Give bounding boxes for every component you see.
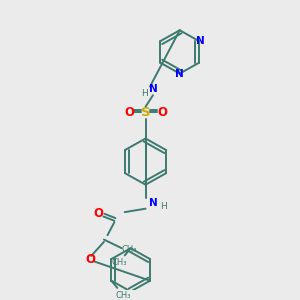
Text: CH₃: CH₃ (116, 291, 131, 300)
Text: H: H (141, 89, 147, 98)
Text: S: S (141, 106, 150, 119)
Text: H: H (160, 202, 167, 211)
Text: N: N (148, 84, 157, 94)
Text: O: O (157, 106, 167, 119)
Text: CH₃: CH₃ (111, 258, 127, 267)
Text: N: N (149, 199, 158, 208)
Text: O: O (124, 106, 134, 119)
Text: N: N (175, 69, 184, 79)
Text: O: O (93, 207, 103, 220)
Text: CH₃: CH₃ (122, 245, 137, 254)
Text: O: O (85, 253, 96, 266)
Text: N: N (196, 36, 205, 46)
